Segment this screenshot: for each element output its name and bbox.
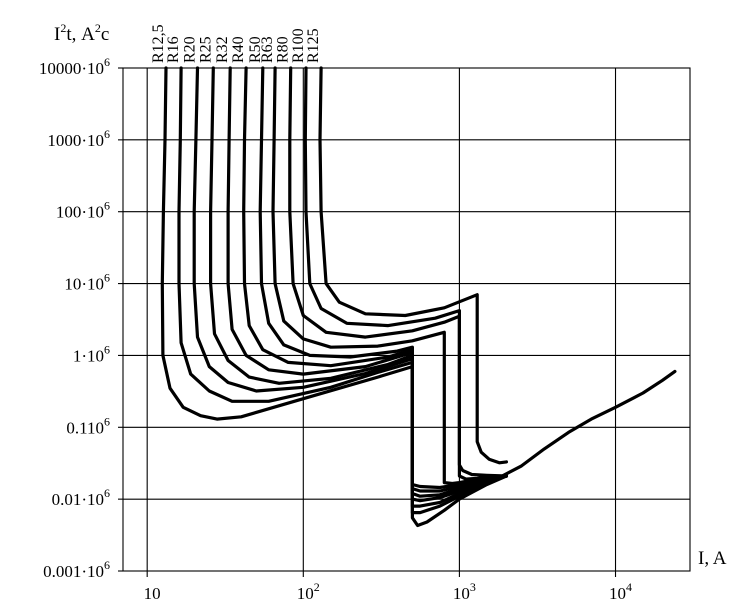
curve-label-r12-5: R12,5 (150, 24, 167, 63)
curve-label-r16: R16 (165, 36, 182, 63)
curve-r32 (226, 66, 508, 498)
y-tick-labels: 10000·106 1000·106 100·106 10·106 1·106 0.110… (39, 55, 110, 581)
curve-r100 (303, 66, 508, 478)
curve-label-r100: R100 (290, 28, 307, 63)
curve-r16 (177, 66, 508, 515)
y-axis-title: I2t, А2с (54, 21, 109, 45)
x-tick-label-2: 103 (453, 580, 476, 603)
y-tick-label-0: 10000·106 (39, 55, 110, 78)
curve-r80 (288, 66, 508, 481)
common-tail-curve (497, 369, 677, 480)
y-tick-label-5: 0.1106 (66, 414, 110, 437)
curve-r25 (209, 66, 508, 503)
curve-label-r20: R20 (181, 36, 198, 63)
curve-r40 (242, 66, 508, 493)
y-tick-label-1: 1000·106 (47, 127, 110, 150)
curve-label-r25: R25 (197, 36, 214, 63)
y-tick-label-3: 10·106 (64, 271, 110, 294)
curve-r12-5 (160, 66, 508, 528)
x-tick-labels: 10 102 103 104 (144, 580, 632, 603)
curve-r20 (192, 66, 508, 508)
curve-r125 (318, 66, 508, 465)
curve-label-r32: R32 (214, 36, 231, 63)
curves (160, 66, 677, 528)
curve-label-r40: R40 (230, 36, 247, 63)
y-tick-label-4: 1·106 (73, 342, 110, 365)
curve-label-r125: R125 (305, 28, 322, 63)
y-tick-label-6: 0.01·106 (52, 486, 110, 509)
curve-label-r50: R50 (247, 36, 264, 63)
curve-r50 (258, 66, 508, 490)
curve-label-r80: R80 (275, 36, 292, 63)
x-tick-label-0: 10 (144, 584, 161, 603)
x-axis-title: I, A (698, 548, 727, 569)
curve-r63 (271, 66, 508, 486)
y-tick-label-2: 100·106 (56, 199, 110, 222)
curve-label-r63: R63 (259, 36, 276, 63)
x-tick-label-1: 102 (297, 580, 320, 603)
plot-frame (122, 67, 691, 572)
y-tick-label-7: 0.001·106 (43, 558, 110, 581)
x-tick-label-3: 104 (609, 580, 632, 603)
